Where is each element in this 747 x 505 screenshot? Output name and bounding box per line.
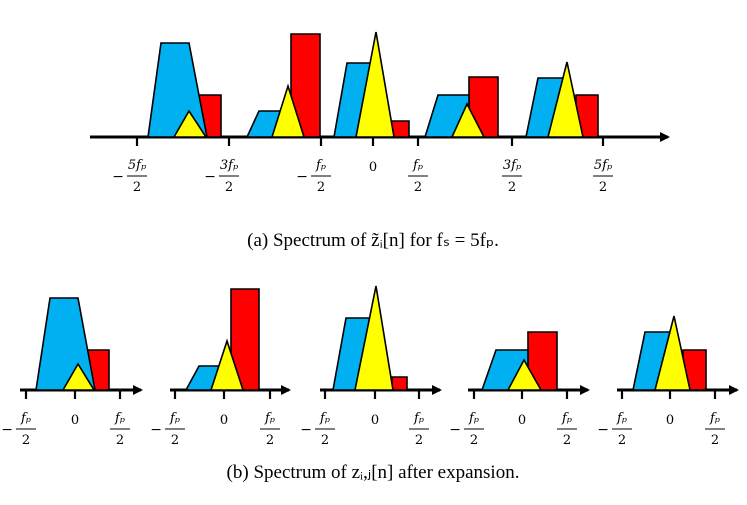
tick-label-a-1-sign: − [204, 169, 216, 185]
tick-label-a-2-sign: − [296, 169, 308, 185]
tick-label-a-4: fₚ 2 [408, 158, 428, 195]
tick-label-b-3-0-sign: − [300, 422, 312, 438]
tick-label-b-4-2: fₚ 2 [557, 411, 577, 448]
red-band-b-3 [391, 376, 408, 391]
tick-label-b-2-0-numerator: fₚ [169, 411, 180, 426]
tick-label-b-3-2: fₚ 2 [409, 411, 429, 448]
tick-label-b-4-1: 0 [518, 413, 526, 428]
tick-label-b-2-0-denominator: 2 [171, 433, 179, 448]
tick-label-b-4-0-denominator: 2 [470, 433, 478, 448]
yellow-band-b-3 [354, 285, 394, 391]
tick-label-a-1-numerator: 3fₚ [220, 158, 238, 173]
yellow-band-a-3 [355, 31, 395, 138]
tick-label-b-2-2-denominator: 2 [266, 433, 274, 448]
blue-band-a-1 [147, 42, 208, 138]
tick-label-b-5-1-value: 0 [666, 413, 674, 428]
tick-label-b-4-2-denominator: 2 [563, 433, 571, 448]
tick-label-a-5-numerator: 3fₚ [503, 158, 521, 173]
tick-label-b-2-2-numerator: fₚ [264, 411, 275, 426]
tick-label-b-3-2-denominator: 2 [415, 433, 423, 448]
yellow-band-a-4 [450, 102, 486, 138]
tick-label-b-2-1-value: 0 [220, 413, 228, 428]
tick-label-b-4-0: −fₚ 2 [449, 411, 484, 448]
tick-label-b-1-1: 0 [71, 413, 79, 428]
yellow-band-b-5 [653, 315, 691, 391]
tick-label-b-5-1: 0 [666, 413, 674, 428]
tick-label-b-1-1-value: 0 [71, 413, 79, 428]
tick-label-a-5-denominator: 2 [508, 180, 516, 195]
yellow-band-a-1 [172, 109, 208, 138]
tick-label-b-3-1-value: 0 [371, 413, 379, 428]
tick-label-a-0: −5fₚ 2 [112, 158, 147, 195]
caption-a: (a) Spectrum of z̃ᵢ[n] for fₛ = 5fₚ. [247, 230, 499, 251]
tick-label-b-3-2-numerator: fₚ [413, 411, 424, 426]
tick-label-b-4-2-numerator: fₚ [561, 411, 572, 426]
tick-label-b-5-0-sign: − [597, 422, 609, 438]
tick-label-b-3-0-denominator: 2 [321, 433, 329, 448]
tick-label-b-4-0-numerator: fₚ [468, 411, 479, 426]
tick-label-a-2-numerator: fₚ [315, 158, 326, 173]
tick-label-b-5-2-denominator: 2 [711, 433, 719, 448]
tick-label-b-5-0: −fₚ 2 [597, 411, 632, 448]
tick-label-b-1-0: −fₚ 2 [1, 411, 36, 448]
tick-label-b-1-2-numerator: fₚ [114, 411, 125, 426]
tick-label-b-5-2: fₚ 2 [705, 411, 725, 448]
caption-b: (b) Spectrum of zᵢ,ⱼ[n] after expansion. [227, 462, 520, 483]
tick-label-a-4-denominator: 2 [414, 180, 422, 195]
tick-label-b-1-0-numerator: fₚ [20, 411, 31, 426]
yellow-band-b-2 [209, 338, 245, 391]
tick-label-b-1-0-sign: − [1, 422, 13, 438]
tick-label-b-3-0-numerator: fₚ [319, 411, 330, 426]
yellow-band-a-2 [270, 83, 306, 138]
tick-label-a-0-denominator: 2 [133, 180, 141, 195]
tick-label-a-2: −fₚ 2 [296, 158, 331, 195]
tick-label-b-2-1: 0 [220, 413, 228, 428]
tick-label-a-3: 0 [369, 160, 377, 175]
tick-label-a-1: −3fₚ 2 [204, 158, 239, 195]
tick-label-b-1-2-denominator: 2 [116, 433, 124, 448]
tick-label-b-2-0: −fₚ 2 [150, 411, 185, 448]
tick-label-a-3-value: 0 [369, 160, 377, 175]
tick-label-b-1-0-denominator: 2 [22, 433, 30, 448]
yellow-band-b-4 [506, 358, 543, 391]
tick-label-b-4-0-sign: − [449, 422, 461, 438]
tick-label-b-4-1-value: 0 [518, 413, 526, 428]
tick-label-a-6-numerator: 5fₚ [594, 158, 612, 173]
tick-label-b-5-0-numerator: fₚ [616, 411, 627, 426]
tick-label-b-1-2: fₚ 2 [110, 411, 130, 448]
yellow-band-a-5 [546, 61, 584, 138]
tick-label-a-1-denominator: 2 [225, 180, 233, 195]
yellow-band-b-1 [61, 362, 96, 391]
tick-label-b-3-0: −fₚ 2 [300, 411, 335, 448]
tick-label-b-5-0-denominator: 2 [618, 433, 626, 448]
tick-label-a-6-denominator: 2 [599, 180, 607, 195]
tick-label-a-0-sign: − [112, 169, 124, 185]
tick-label-a-0-numerator: 5fₚ [128, 158, 146, 173]
tick-label-b-5-2-numerator: fₚ [709, 411, 720, 426]
tick-label-b-3-1: 0 [371, 413, 379, 428]
tick-label-b-2-2: fₚ 2 [260, 411, 280, 448]
tick-label-a-2-denominator: 2 [317, 180, 325, 195]
tick-label-a-4-numerator: fₚ [412, 158, 423, 173]
tick-label-b-2-0-sign: − [150, 422, 162, 438]
